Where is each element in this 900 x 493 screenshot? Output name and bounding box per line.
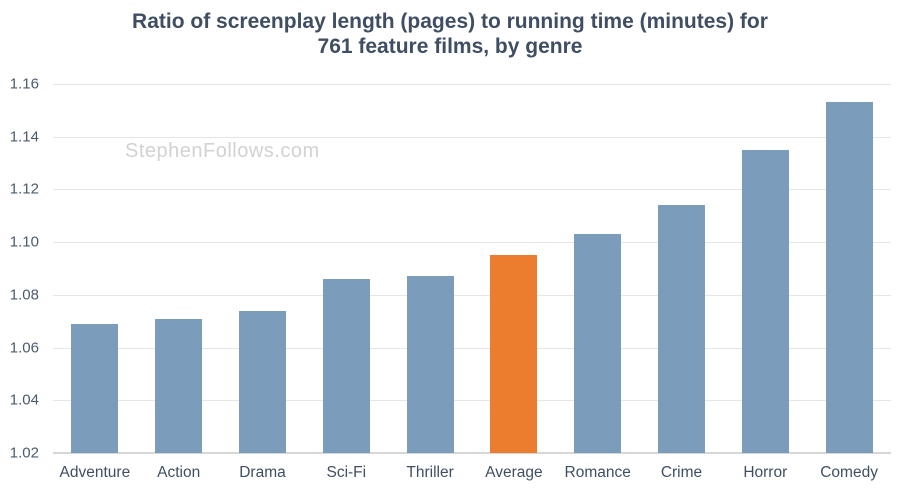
- plot-area: 1.02 1.04 1.06 1.08 1.10 1.12 1.14 1.16 Adventur…: [10, 76, 891, 481]
- x-tick-label-sci-fi: Sci-Fi: [326, 464, 367, 481]
- bar-drama: [239, 310, 286, 453]
- chart-title-line-1: Ratio of screenplay length (pages) to ru…: [132, 10, 768, 33]
- gridline-1.10: [53, 242, 891, 244]
- bar-romance: [574, 234, 622, 453]
- y-tick-label-1.08: 1.08: [9, 286, 39, 304]
- x-tick-label-drama: Drama: [239, 464, 286, 481]
- gridline-1.12: [53, 189, 891, 191]
- gridline-1.08: [53, 294, 891, 296]
- y-tick-label-1.16: 1.16: [9, 75, 39, 93]
- bar-adventure: [71, 323, 119, 453]
- x-tick-label-thriller: Thriller: [406, 464, 454, 481]
- gridline-1.06: [53, 347, 891, 349]
- x-axis-baseline: [53, 452, 891, 454]
- bar-comedy: [825, 102, 873, 453]
- y-tick-label-1.02: 1.02: [9, 444, 39, 462]
- y-tick-label-1.14: 1.14: [9, 128, 39, 146]
- watermark: StephenFollows.com: [125, 140, 320, 162]
- x-tick-label-romance: Romance: [564, 464, 631, 481]
- x-tick-label-adventure: Adventure: [59, 464, 131, 481]
- x-tick-label-action: Action: [157, 464, 201, 481]
- y-tick-label-1.12: 1.12: [9, 180, 39, 198]
- gridline-1.14: [53, 136, 891, 138]
- x-tick-label-crime: Crime: [660, 464, 703, 481]
- y-tick-label-1.04: 1.04: [9, 391, 39, 409]
- bar-average: [490, 255, 538, 453]
- chart-title: Ratio of screenplay length (pages) to ru…: [0, 9, 900, 59]
- y-tick-label-1.10: 1.10: [9, 233, 39, 251]
- bar-sci-fi: [322, 279, 370, 453]
- chart-title-line-2: 761 feature films, by genre: [317, 35, 583, 58]
- bar-horror: [741, 149, 789, 453]
- x-tick-label-horror: Horror: [743, 464, 788, 481]
- gridline-1.04: [53, 400, 891, 402]
- y-tick-label-1.06: 1.06: [9, 339, 39, 357]
- bar-thriller: [406, 276, 454, 453]
- bar-crime: [658, 205, 705, 453]
- x-tick-label-average: Average: [485, 464, 543, 481]
- bar-action: [155, 318, 203, 453]
- x-tick-label-comedy: Comedy: [820, 464, 878, 481]
- gridline-1.16: [53, 84, 891, 85]
